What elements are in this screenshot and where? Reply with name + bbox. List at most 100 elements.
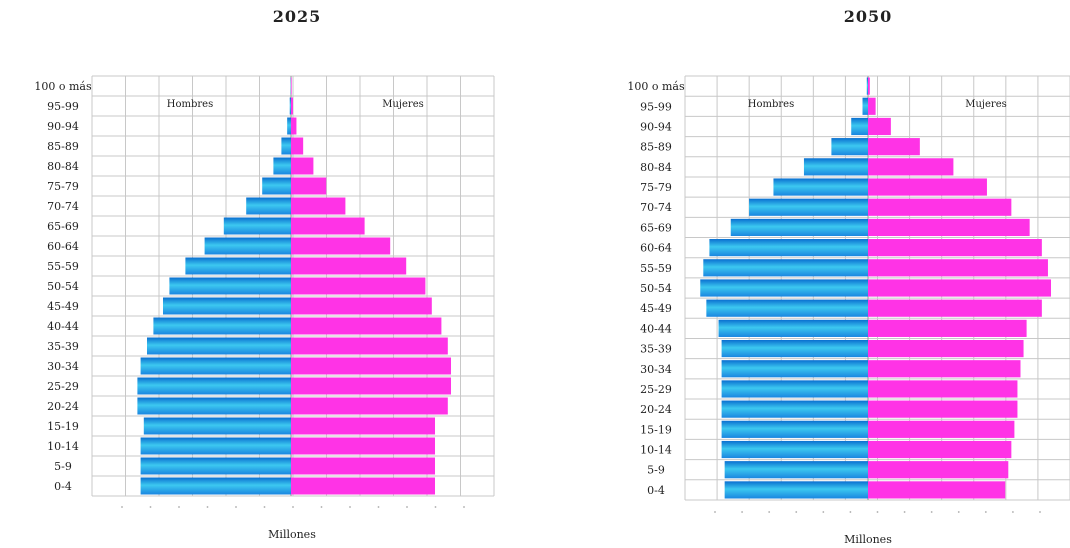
age-group-label: 0-4 [647, 484, 665, 497]
x-axis-label: Millones [268, 528, 316, 541]
age-group-label: 55-59 [47, 260, 79, 273]
chart-title: 2025 [273, 7, 322, 26]
bar-men-65-69 [223, 217, 291, 235]
bar-women-20-24 [291, 397, 448, 415]
age-group-label: 90-94 [640, 120, 672, 133]
age-group-label: 65-69 [47, 220, 79, 233]
bar-men-70-74 [246, 197, 291, 215]
age-group-label: 75-79 [47, 180, 79, 193]
x-tick-mark [434, 506, 437, 508]
age-group-label: 80-84 [640, 161, 672, 174]
x-tick-mark [178, 506, 180, 508]
bar-men-65-69 [730, 218, 868, 237]
age-group-label: 100 o más [627, 80, 685, 93]
x-tick-mark [349, 506, 351, 508]
legend-mujeres: Mujeres [382, 99, 424, 110]
bar-men-15-19 [143, 417, 291, 435]
bar-women-75-79 [291, 177, 327, 195]
bar-men-75-79 [773, 178, 868, 196]
bar-women-20-24 [868, 400, 1018, 418]
bar-men-60-64 [709, 239, 868, 257]
bar-men-100 o más [866, 77, 868, 95]
x-tick-mark [406, 506, 408, 508]
legend-mujeres: Mujeres [965, 99, 1007, 110]
bar-women-35-39 [291, 337, 448, 355]
age-group-label: 30-34 [640, 363, 672, 376]
bar-women-85-89 [291, 137, 304, 155]
x-tick-mark [903, 511, 906, 513]
pyramid-chart-2025: 2025 0-4 5-9 10-14 15-19 20-24 25-29 30-34 35-39… [34, 7, 495, 541]
bar-men-10-14 [140, 437, 291, 455]
bar-women-100 o más [868, 77, 870, 95]
x-tick-mark [714, 511, 716, 513]
bar-women-5-9 [868, 461, 1009, 479]
bar-women-100 o más [291, 77, 292, 95]
age-group-label: 50-54 [640, 282, 672, 295]
bar-women-40-44 [868, 319, 1027, 337]
bar-men-10-14 [721, 440, 868, 459]
bar-women-90-94 [868, 117, 891, 136]
bar-men-35-39 [147, 337, 291, 355]
bar-women-75-79 [868, 178, 987, 196]
grid [91, 75, 495, 497]
age-group-label: 70-74 [640, 201, 672, 214]
age-group-label: 15-19 [640, 423, 672, 436]
age-group-label: 100 o más [34, 80, 92, 93]
bar-men-90-94 [851, 117, 868, 136]
age-group-label: 20-24 [47, 400, 79, 413]
age-group-label: 80-84 [47, 160, 79, 173]
x-tick-mark [768, 511, 771, 513]
bar-men-35-39 [721, 339, 868, 358]
x-tick-mark [206, 506, 209, 508]
x-tick-mark [149, 506, 152, 508]
bar-women-95-99 [291, 97, 293, 115]
bar-women-25-29 [291, 377, 451, 395]
bar-men-45-49 [163, 297, 291, 315]
x-tick-mark [292, 506, 294, 508]
age-group-label: 45-49 [640, 302, 672, 315]
bar-men-95-99 [862, 97, 868, 115]
x-tick-mark [121, 506, 123, 508]
bar-women-60-64 [868, 239, 1042, 257]
bar-women-45-49 [868, 299, 1042, 317]
bar-men-25-29 [721, 380, 868, 398]
bar-women-35-39 [868, 339, 1024, 358]
bar-men-45-49 [706, 299, 868, 317]
bar-men-85-89 [281, 137, 291, 155]
age-group-label: 15-19 [47, 420, 79, 433]
age-group-label: 20-24 [640, 403, 672, 416]
x-tick-mark [957, 511, 960, 513]
x-tick-mark [795, 511, 798, 513]
age-group-label: 30-34 [47, 360, 79, 373]
bar-men-60-64 [204, 237, 291, 255]
bar-women-0-4 [868, 481, 1006, 499]
x-tick-mark [741, 511, 743, 513]
bar-men-95-99 [289, 97, 291, 115]
bar-men-20-24 [721, 400, 868, 418]
age-group-label: 75-79 [640, 181, 672, 194]
age-group-label: 90-94 [47, 120, 79, 133]
age-group-label: 25-29 [47, 380, 79, 393]
x-tick-mark [849, 511, 852, 513]
bar-women-5-9 [291, 457, 435, 475]
bar-men-80-84 [273, 157, 291, 175]
x-tick-mark [984, 511, 987, 513]
age-group-label: 50-54 [47, 280, 79, 293]
age-group-label: 35-39 [47, 340, 79, 353]
bar-men-80-84 [803, 158, 868, 176]
bar-men-50-54 [700, 279, 868, 297]
pyramid-chart-2050: 2050 0-4 5-9 10-14 15-19 20-24 25-29 30-34 35-39… [535, 0, 1070, 548]
bar-men-30-34 [721, 360, 868, 378]
bar-women-15-19 [291, 417, 435, 435]
age-group-label: 55-59 [640, 262, 672, 275]
bar-men-50-54 [169, 277, 291, 295]
age-group-label: 65-69 [640, 221, 672, 234]
age-group-label: 0-4 [54, 480, 72, 493]
age-group-label: 45-49 [47, 300, 79, 313]
age-group-label: 85-89 [640, 141, 672, 154]
x-tick-mark [320, 506, 323, 508]
age-group-label: 95-99 [640, 100, 672, 113]
legend-hombres: Hombres [167, 99, 213, 110]
x-tick-mark [822, 511, 825, 513]
bar-women-10-14 [868, 440, 1012, 459]
